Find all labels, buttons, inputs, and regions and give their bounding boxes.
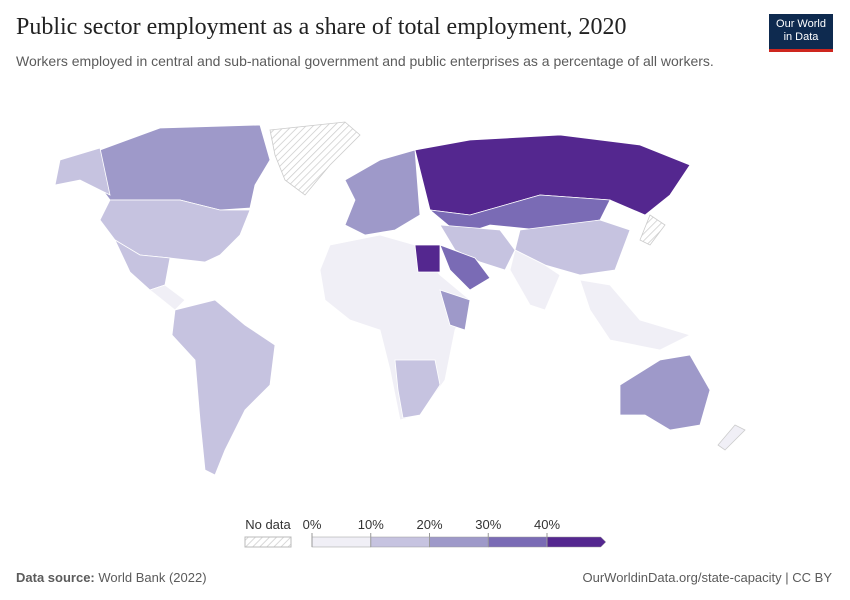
southern-africa: [394, 359, 441, 419]
central-america: [149, 284, 186, 311]
legend-bin: [370, 536, 430, 548]
middle-east: [439, 224, 516, 271]
legend-tick-label: 0%: [303, 517, 322, 532]
no-data-label: No data: [245, 517, 291, 532]
egypt: [414, 244, 441, 273]
source-text: World Bank (2022): [98, 570, 207, 585]
alaska: [54, 147, 111, 196]
japan: [639, 214, 666, 246]
no-data-swatch: [244, 536, 292, 548]
new-zealand: [717, 424, 746, 451]
canada: [94, 124, 271, 211]
title: Public sector employment as a share of t…: [16, 14, 627, 40]
australia: [619, 354, 711, 431]
greenland: [269, 121, 361, 196]
logo-line: in Data: [783, 31, 819, 43]
url[interactable]: OurWorldinData.org/state-capacity | CC B…: [582, 570, 832, 585]
subtitle: Workers employed in central and sub-nati…: [16, 53, 714, 69]
southeast-asia: [579, 279, 692, 351]
logo[interactable]: Our World in Data: [769, 14, 833, 52]
legend-bin: [429, 536, 489, 548]
india: [509, 249, 561, 311]
legend-bin: [488, 536, 548, 548]
legend-bin: [546, 536, 607, 548]
east-africa: [439, 289, 471, 331]
source: Data source: World Bank (2022): [16, 570, 207, 585]
usa: [99, 199, 251, 263]
europe: [344, 149, 421, 236]
countries: [54, 121, 746, 476]
logo-line: Our World: [776, 18, 826, 30]
saudi: [439, 244, 491, 291]
south-america: [171, 299, 276, 476]
source-label: Data source:: [16, 570, 95, 585]
legend-bin: [311, 536, 371, 548]
legend-tick-label: 40%: [534, 517, 560, 532]
legend: No data 0% 10% 20% 30% 40%: [244, 517, 607, 548]
legend-tick-label: 20%: [416, 517, 442, 532]
legend-tick-label: 10%: [358, 517, 384, 532]
legend-tick-label: 30%: [475, 517, 501, 532]
